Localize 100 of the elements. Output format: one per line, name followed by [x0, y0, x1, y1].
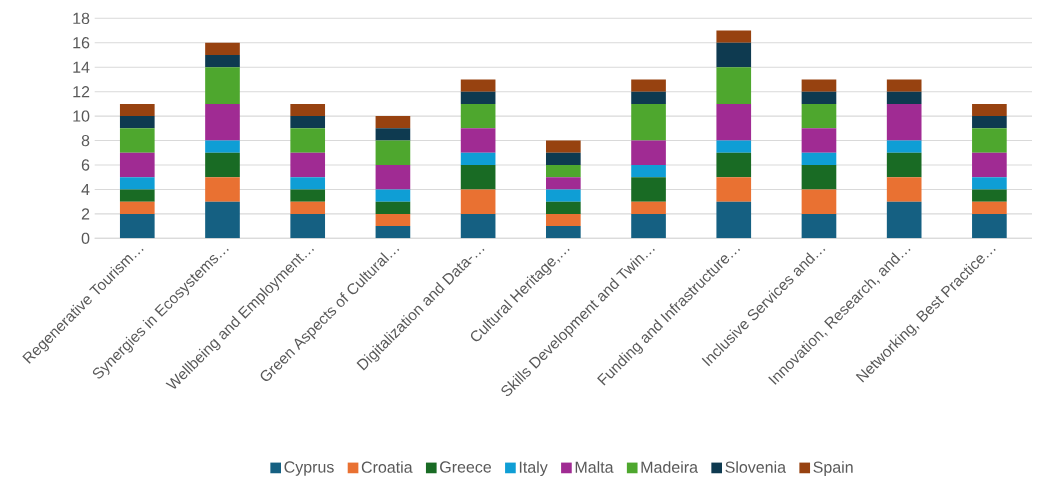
bar	[716, 152, 752, 178]
bar	[290, 189, 326, 202]
bar	[886, 152, 922, 178]
bar	[205, 67, 240, 104]
bar	[546, 226, 581, 239]
bar	[716, 177, 752, 202]
bar	[886, 91, 922, 104]
y-tick-label: 2	[81, 208, 90, 220]
bar	[546, 177, 581, 190]
bar	[886, 140, 922, 153]
bar	[631, 213, 666, 239]
y-tick-label: 6	[81, 159, 90, 171]
bar	[460, 213, 496, 239]
bar	[375, 201, 411, 214]
y-tick-label: 10	[73, 110, 90, 122]
bar	[546, 213, 581, 227]
bar	[290, 116, 326, 129]
bar	[631, 177, 666, 202]
bar	[716, 201, 752, 239]
bar	[460, 152, 496, 165]
bar	[972, 103, 1007, 117]
legend-label: Slovenia	[725, 461, 787, 473]
bar	[205, 103, 240, 141]
y-tick-label: 14	[73, 61, 90, 73]
bar	[375, 165, 411, 190]
bar	[972, 213, 1007, 239]
legend-label: Croatia	[361, 461, 413, 473]
bar	[716, 103, 752, 141]
bar	[460, 103, 496, 129]
bar	[205, 177, 240, 202]
legend-label: Madeira	[641, 461, 698, 473]
bar	[375, 226, 411, 239]
bar	[375, 128, 411, 141]
bar	[886, 201, 922, 239]
y-tick-label: 8	[81, 134, 90, 147]
bar	[290, 201, 326, 214]
bar	[546, 140, 581, 153]
y-tick-label: 4	[81, 183, 90, 195]
bar	[972, 152, 1007, 178]
bar	[290, 213, 326, 239]
bar	[801, 152, 837, 165]
bar	[801, 91, 837, 104]
bar	[631, 103, 666, 141]
legend-label: Spain	[813, 461, 853, 477]
bar	[716, 140, 752, 153]
bar	[546, 201, 581, 214]
bar	[205, 152, 240, 178]
bar	[119, 103, 155, 117]
bar	[972, 189, 1007, 202]
bar	[460, 189, 496, 214]
bar	[460, 165, 496, 190]
bar	[119, 189, 155, 202]
bar	[119, 177, 155, 190]
bar	[972, 128, 1007, 153]
bar	[375, 189, 411, 202]
bar	[631, 79, 666, 92]
bar	[972, 177, 1007, 190]
bar	[375, 140, 411, 165]
bar	[119, 213, 155, 239]
bar	[290, 177, 326, 190]
y-tick-label: 18	[73, 12, 90, 24]
bar	[205, 42, 240, 55]
legend-label: Cyprus	[284, 461, 334, 476]
bar	[205, 55, 240, 68]
bar	[801, 165, 837, 190]
bar	[460, 91, 496, 104]
bar	[886, 103, 922, 141]
bar	[119, 128, 155, 153]
bar	[546, 189, 581, 202]
bar	[205, 201, 240, 239]
bar	[290, 128, 326, 153]
bar	[460, 79, 496, 92]
bar	[290, 152, 326, 178]
bar	[801, 103, 837, 129]
bar	[716, 30, 752, 43]
bar	[631, 140, 666, 165]
bar	[801, 79, 837, 92]
bar	[546, 152, 581, 165]
legend-label: Greece	[440, 461, 492, 473]
bar	[886, 177, 922, 202]
bar	[631, 91, 666, 104]
bar	[290, 103, 326, 117]
bar	[375, 213, 411, 227]
bar	[801, 213, 837, 239]
bar	[119, 152, 155, 178]
bar	[972, 201, 1007, 214]
bar	[631, 165, 666, 178]
legend-label: Malta	[575, 461, 614, 473]
bar	[460, 128, 496, 153]
bar	[716, 42, 752, 68]
y-tick-label: 0	[81, 232, 90, 244]
bar	[119, 201, 155, 214]
bar	[972, 116, 1007, 129]
bar	[119, 116, 155, 129]
bar	[801, 189, 837, 214]
legend-label: Italy	[519, 461, 548, 477]
bar	[631, 201, 666, 214]
bar	[886, 79, 922, 92]
bar	[546, 165, 581, 178]
bar	[716, 67, 752, 104]
